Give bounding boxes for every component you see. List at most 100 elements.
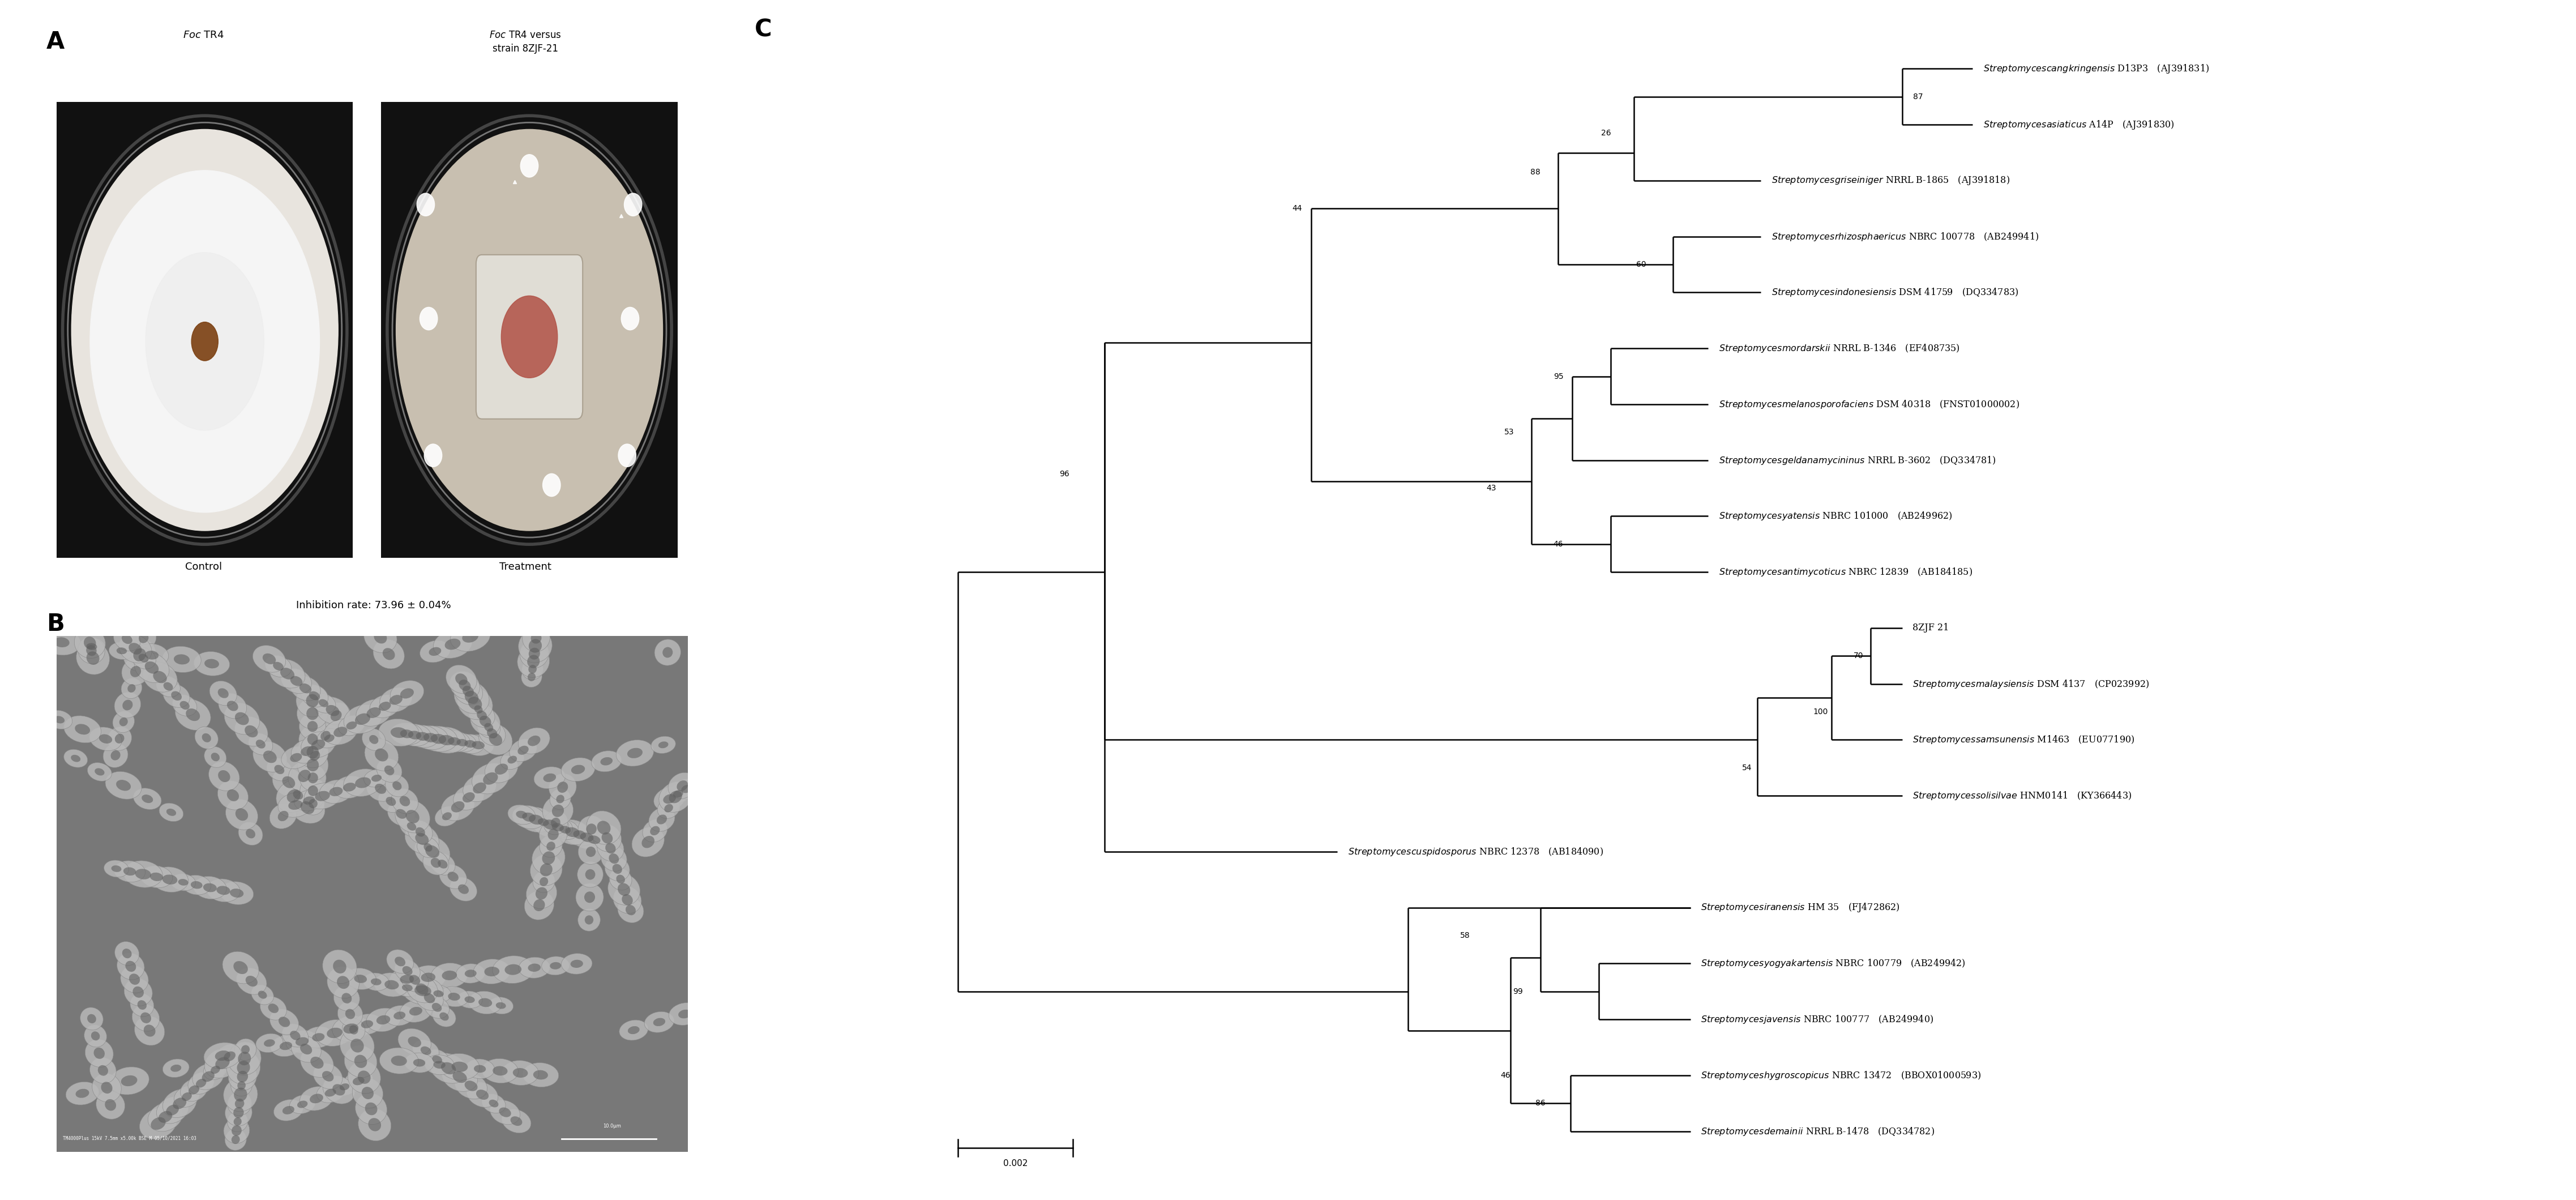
Ellipse shape bbox=[273, 768, 304, 797]
Ellipse shape bbox=[268, 1003, 278, 1013]
Ellipse shape bbox=[252, 646, 286, 672]
Ellipse shape bbox=[379, 702, 392, 710]
Ellipse shape bbox=[121, 1075, 137, 1086]
Ellipse shape bbox=[131, 625, 157, 650]
Ellipse shape bbox=[489, 1100, 520, 1124]
Ellipse shape bbox=[559, 826, 572, 834]
Ellipse shape bbox=[440, 1054, 479, 1080]
Ellipse shape bbox=[641, 836, 654, 848]
Ellipse shape bbox=[577, 816, 605, 842]
Ellipse shape bbox=[224, 1129, 247, 1151]
Ellipse shape bbox=[196, 727, 219, 749]
Ellipse shape bbox=[227, 1111, 247, 1132]
Ellipse shape bbox=[345, 721, 358, 730]
Ellipse shape bbox=[608, 874, 639, 905]
Ellipse shape bbox=[368, 1118, 381, 1132]
Ellipse shape bbox=[667, 773, 696, 799]
Ellipse shape bbox=[121, 966, 149, 992]
Ellipse shape bbox=[345, 968, 376, 990]
Text: $\it{Streptomyces malaysiensis}$ DSM 4137 (CP023992): $\it{Streptomyces malaysiensis}$ DSM 413… bbox=[1914, 678, 2148, 690]
Ellipse shape bbox=[410, 974, 420, 985]
Text: 0.002: 0.002 bbox=[1002, 1159, 1028, 1168]
Ellipse shape bbox=[273, 662, 283, 671]
Text: $\it{Streptomyces geldanamycininus}$ NRRL B-3602 (DQ334781): $\it{Streptomyces geldanamycininus}$ NRR… bbox=[1718, 455, 1996, 466]
Ellipse shape bbox=[129, 973, 139, 985]
Ellipse shape bbox=[464, 1081, 477, 1091]
Text: Treatment: Treatment bbox=[500, 562, 551, 571]
Ellipse shape bbox=[389, 967, 425, 991]
Ellipse shape bbox=[116, 942, 139, 965]
Ellipse shape bbox=[659, 781, 693, 812]
Ellipse shape bbox=[361, 1020, 374, 1028]
Ellipse shape bbox=[281, 1042, 291, 1050]
Ellipse shape bbox=[299, 764, 327, 791]
Ellipse shape bbox=[500, 1108, 510, 1117]
Ellipse shape bbox=[585, 892, 595, 902]
Text: 88: 88 bbox=[1530, 168, 1540, 176]
Ellipse shape bbox=[366, 707, 381, 718]
Ellipse shape bbox=[425, 1055, 453, 1075]
Text: 46: 46 bbox=[1499, 1072, 1510, 1079]
Ellipse shape bbox=[618, 1020, 649, 1040]
Ellipse shape bbox=[600, 846, 626, 871]
Ellipse shape bbox=[531, 854, 562, 886]
Ellipse shape bbox=[425, 444, 443, 467]
Ellipse shape bbox=[77, 642, 111, 674]
Ellipse shape bbox=[670, 791, 683, 803]
Text: 86: 86 bbox=[1535, 1099, 1546, 1108]
Text: $\it{Streptomyces antimycoticus}$ NBRC 12839 (AB184185): $\it{Streptomyces antimycoticus}$ NBRC 1… bbox=[1718, 566, 1973, 577]
Ellipse shape bbox=[446, 665, 477, 694]
Ellipse shape bbox=[234, 713, 250, 725]
Ellipse shape bbox=[474, 782, 487, 793]
Ellipse shape bbox=[72, 130, 337, 530]
Ellipse shape bbox=[397, 809, 407, 818]
Ellipse shape bbox=[335, 727, 348, 737]
Ellipse shape bbox=[131, 994, 155, 1016]
Ellipse shape bbox=[376, 784, 386, 794]
Ellipse shape bbox=[312, 724, 337, 748]
Ellipse shape bbox=[72, 755, 80, 762]
Ellipse shape bbox=[152, 866, 188, 893]
Ellipse shape bbox=[528, 665, 536, 673]
Ellipse shape bbox=[415, 985, 430, 996]
Ellipse shape bbox=[631, 827, 665, 857]
Ellipse shape bbox=[515, 811, 528, 818]
Ellipse shape bbox=[399, 724, 430, 746]
Text: 87: 87 bbox=[1914, 92, 1924, 101]
Ellipse shape bbox=[425, 996, 448, 1019]
Ellipse shape bbox=[108, 642, 134, 660]
Ellipse shape bbox=[116, 648, 126, 654]
Ellipse shape bbox=[592, 751, 621, 772]
Text: $\it{Streptomyces cuspidosporus}$ NBRC 12378 (AB184090): $\it{Streptomyces cuspidosporus}$ NBRC 1… bbox=[1347, 846, 1602, 857]
Ellipse shape bbox=[240, 822, 263, 845]
Ellipse shape bbox=[134, 986, 144, 997]
Ellipse shape bbox=[670, 1003, 701, 1025]
Ellipse shape bbox=[90, 1032, 100, 1040]
Ellipse shape bbox=[541, 851, 554, 865]
Ellipse shape bbox=[353, 974, 366, 983]
Ellipse shape bbox=[227, 701, 237, 712]
Ellipse shape bbox=[402, 967, 428, 992]
Ellipse shape bbox=[402, 984, 412, 991]
Text: $\it{Streptomyces demainii}$ NRRL B-1478 (DQ334782): $\it{Streptomyces demainii}$ NRRL B-1478… bbox=[1700, 1126, 1935, 1136]
Ellipse shape bbox=[144, 1025, 155, 1037]
Ellipse shape bbox=[216, 886, 229, 895]
Ellipse shape bbox=[273, 764, 283, 774]
Ellipse shape bbox=[299, 769, 312, 782]
Ellipse shape bbox=[386, 775, 410, 797]
Ellipse shape bbox=[75, 1088, 90, 1098]
Ellipse shape bbox=[507, 805, 536, 824]
Ellipse shape bbox=[209, 680, 237, 706]
Ellipse shape bbox=[165, 1105, 178, 1116]
Text: 99: 99 bbox=[1512, 988, 1522, 996]
Ellipse shape bbox=[374, 640, 404, 668]
Ellipse shape bbox=[113, 692, 142, 718]
Ellipse shape bbox=[399, 796, 410, 806]
Ellipse shape bbox=[255, 739, 265, 749]
Ellipse shape bbox=[232, 1126, 242, 1136]
Ellipse shape bbox=[232, 1075, 252, 1096]
Ellipse shape bbox=[270, 1009, 299, 1034]
Ellipse shape bbox=[479, 721, 505, 745]
Ellipse shape bbox=[492, 955, 533, 984]
Ellipse shape bbox=[247, 733, 273, 755]
